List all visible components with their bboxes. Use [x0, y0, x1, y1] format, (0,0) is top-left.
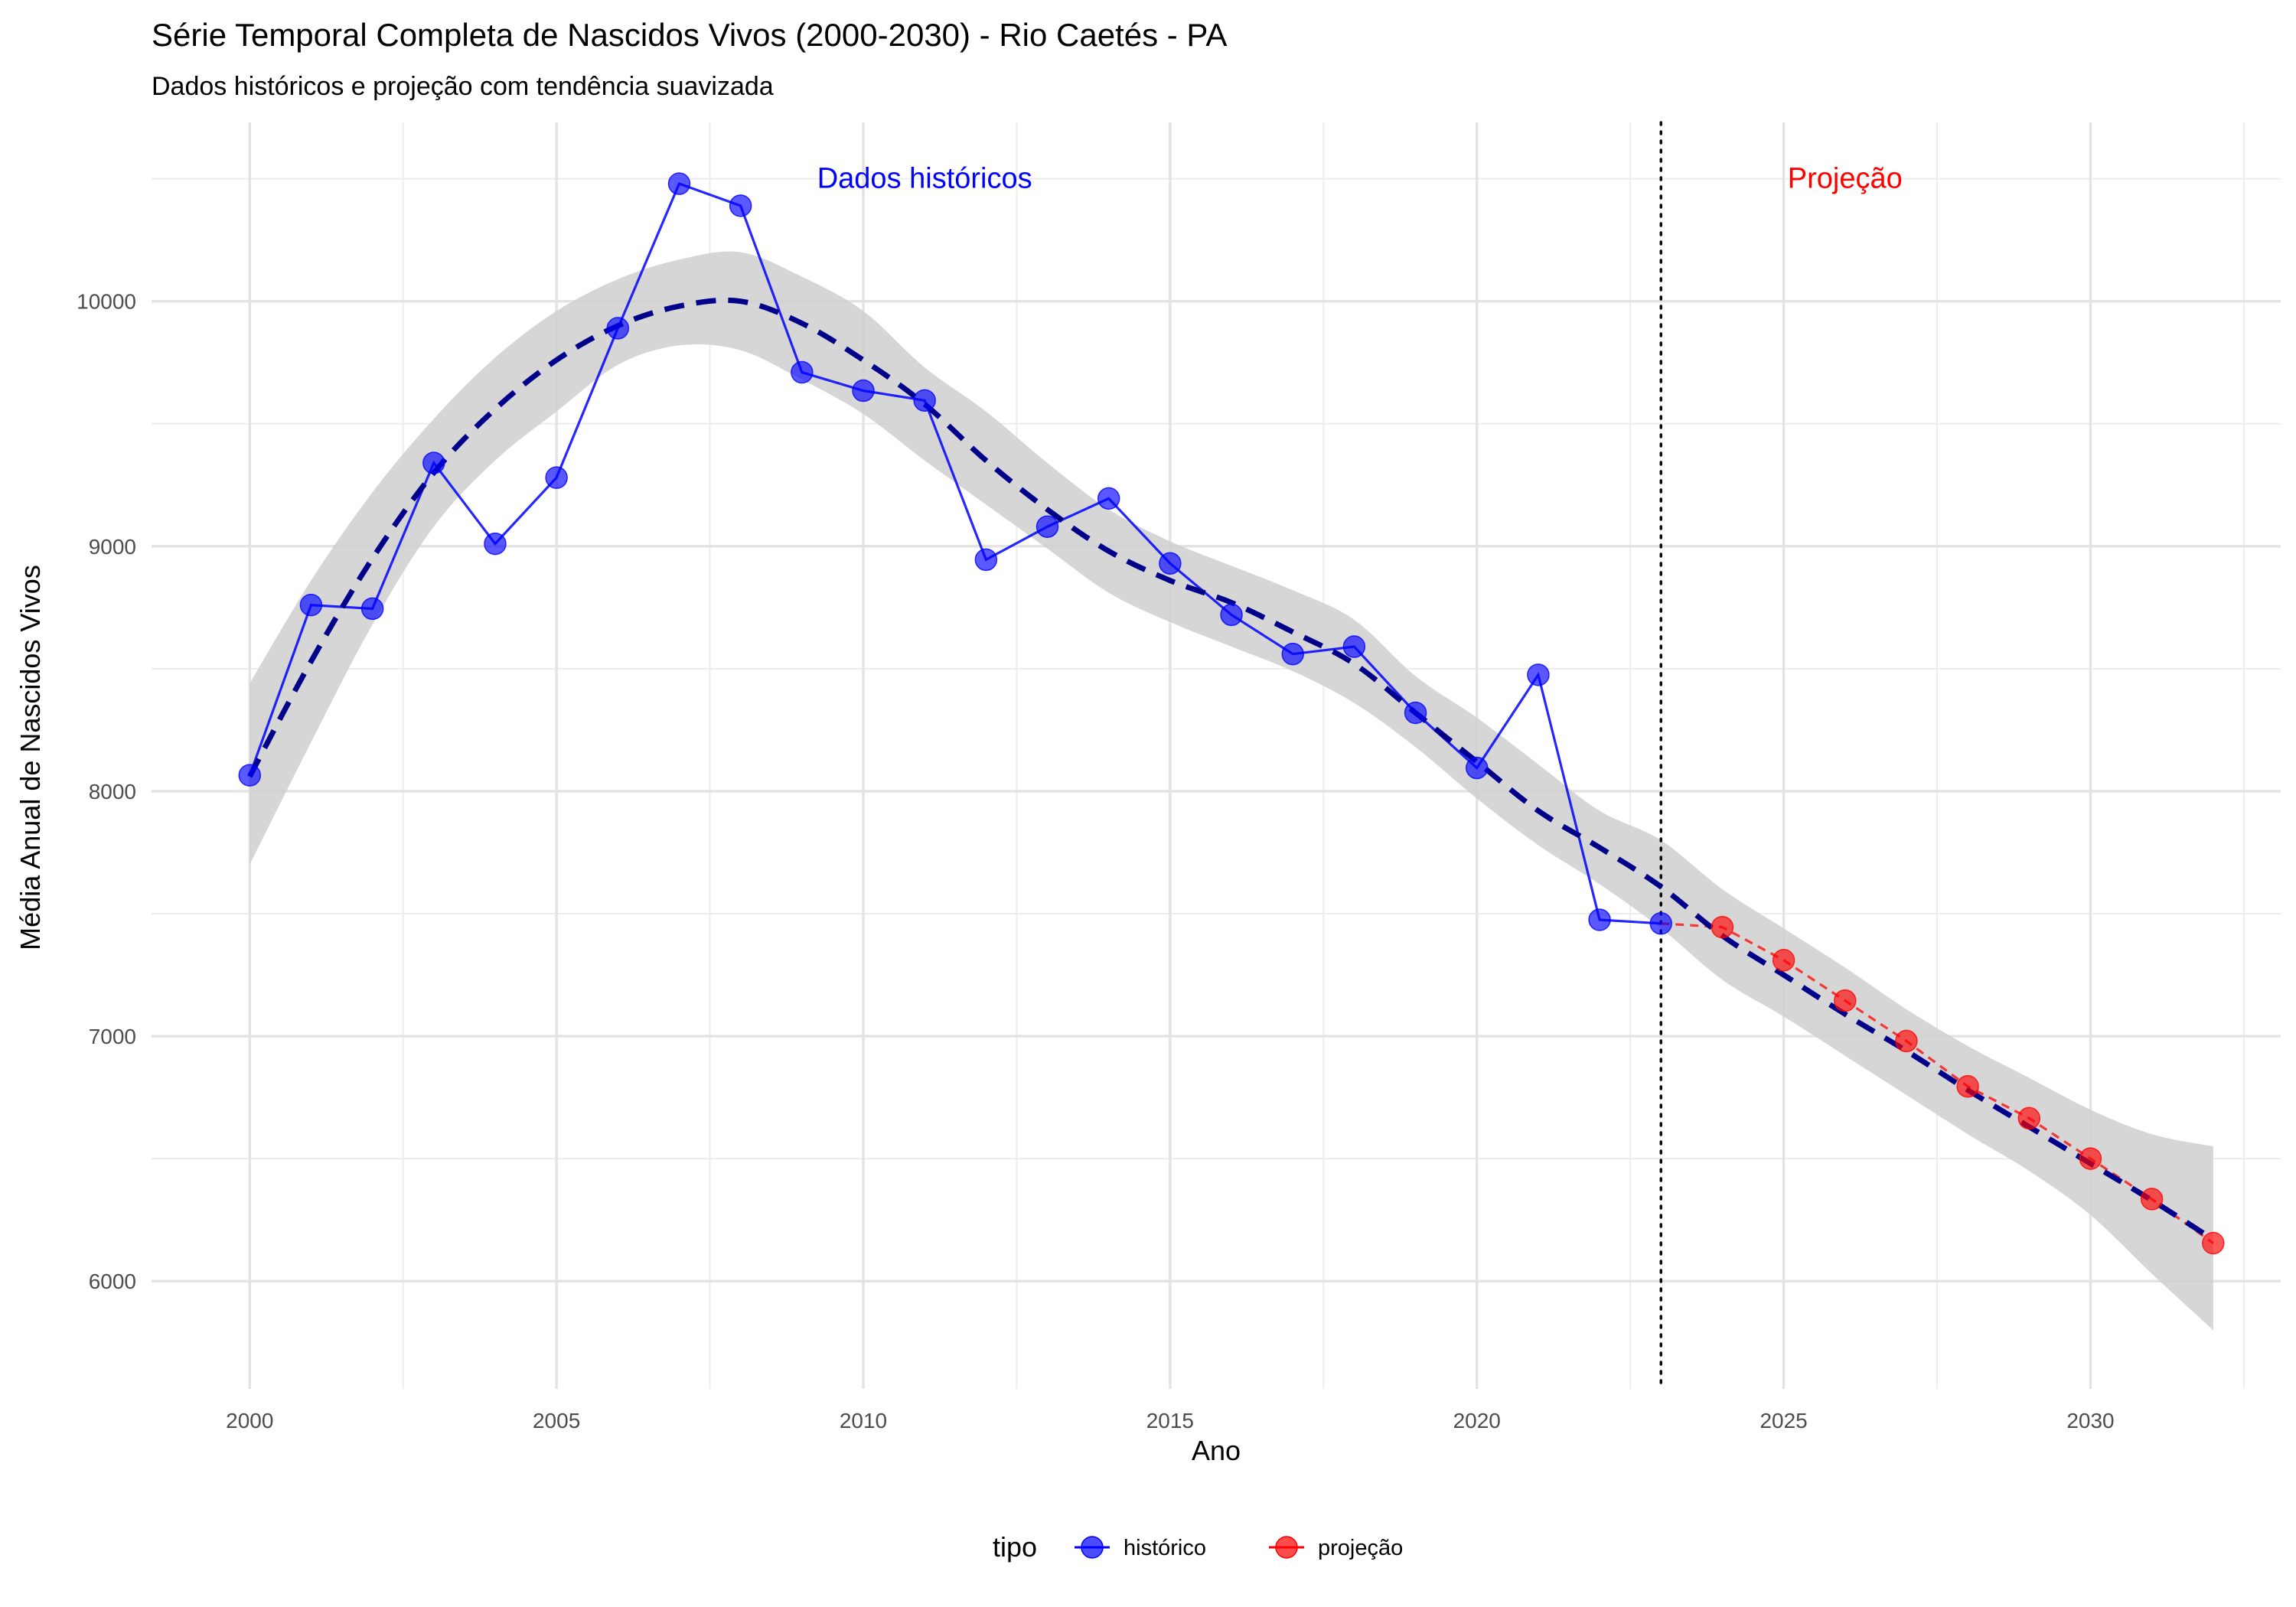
data-point-projecao — [2140, 1188, 2164, 1211]
legend-item: histórico — [1075, 1536, 1206, 1560]
data-point-historico — [606, 317, 630, 340]
data-point-historico — [1220, 603, 1243, 627]
legend-label: histórico — [1124, 1536, 1206, 1560]
y-tick-label: 8000 — [89, 780, 136, 804]
points-layer — [238, 172, 2225, 1255]
data-point-historico — [299, 593, 323, 617]
data-point-historico — [1342, 635, 1366, 658]
data-point-historico — [1649, 912, 1673, 935]
trend-layer — [247, 297, 2215, 1242]
data-point-historico — [238, 764, 262, 787]
x-tick-label: 2000 — [226, 1409, 273, 1433]
data-point-historico — [1527, 663, 1550, 686]
data-point-projecao — [2202, 1231, 2225, 1255]
legend-label: projeção — [1318, 1536, 1403, 1560]
data-point-historico — [791, 360, 814, 384]
data-point-projecao — [1956, 1074, 1979, 1098]
data-point-historico — [667, 172, 691, 195]
data-point-projecao — [1772, 949, 1795, 972]
legend-key-point — [1081, 1536, 1104, 1559]
legend-items: histórico projeção — [1075, 1536, 1403, 1560]
data-point-historico — [1035, 515, 1059, 538]
trend-line — [247, 297, 2215, 1242]
x-tick-label: 2010 — [840, 1409, 887, 1433]
legend: tipo histórico projeção — [993, 1531, 1403, 1563]
data-point-projecao — [1834, 989, 1857, 1012]
data-point-historico — [974, 548, 998, 572]
data-point-historico — [852, 379, 875, 403]
data-point-historico — [1097, 487, 1120, 510]
data-point-historico — [360, 597, 384, 621]
y-tick-label: 6000 — [89, 1270, 136, 1293]
data-point-historico — [422, 451, 445, 474]
chart-title: Série Temporal Completa de Nascidos Vivo… — [152, 17, 1227, 53]
y-tick-label: 9000 — [89, 535, 136, 559]
plot-area: Dados históricos Projeção — [152, 121, 2281, 1390]
y-tick-label: 10000 — [77, 290, 136, 314]
data-point-historico — [913, 389, 936, 412]
data-point-projecao — [2079, 1147, 2102, 1170]
annotation-layer: Dados históricos Projeção — [817, 163, 1903, 195]
x-tick-label: 2020 — [1453, 1409, 1501, 1433]
y-axis-ticks: 6000 7000 8000 9000 10000 — [77, 290, 136, 1293]
legend-item: projeção — [1269, 1536, 1403, 1560]
data-point-historico — [1281, 642, 1304, 666]
x-tick-label: 2015 — [1146, 1409, 1194, 1433]
legend-key-point — [1275, 1536, 1298, 1559]
x-tick-label: 2025 — [1760, 1409, 1807, 1433]
x-tick-label: 2030 — [2066, 1409, 2114, 1433]
chart-subtitle: Dados históricos e projeção com tendênci… — [152, 72, 774, 101]
x-axis-title: Ano — [1192, 1435, 1241, 1466]
x-axis-ticks: 2000 2005 2010 2015 2020 2025 2030 — [226, 1409, 2114, 1433]
data-point-historico — [1159, 552, 1182, 575]
y-tick-label: 7000 — [89, 1025, 136, 1048]
grid-minor — [152, 122, 2281, 1389]
legend-title: tipo — [993, 1531, 1037, 1563]
data-point-historico — [545, 466, 568, 489]
data-point-projecao — [2017, 1107, 2041, 1130]
annotation-historico: Dados históricos — [817, 163, 1032, 195]
data-point-historico — [1465, 756, 1489, 780]
data-point-projecao — [1895, 1029, 1918, 1053]
series-line-historico — [248, 182, 1662, 925]
x-tick-label: 2005 — [533, 1409, 580, 1433]
y-axis-title: Média Anual de Nascidos Vivos — [15, 565, 46, 950]
data-point-historico — [1404, 701, 1427, 725]
data-point-historico — [484, 532, 507, 556]
data-point-historico — [1588, 908, 1611, 931]
series-lines — [248, 182, 2214, 1244]
grid-major — [152, 122, 2281, 1389]
data-point-projecao — [1711, 915, 1734, 939]
annotation-projecao: Projeção — [1788, 163, 1903, 195]
data-point-historico — [729, 194, 752, 217]
